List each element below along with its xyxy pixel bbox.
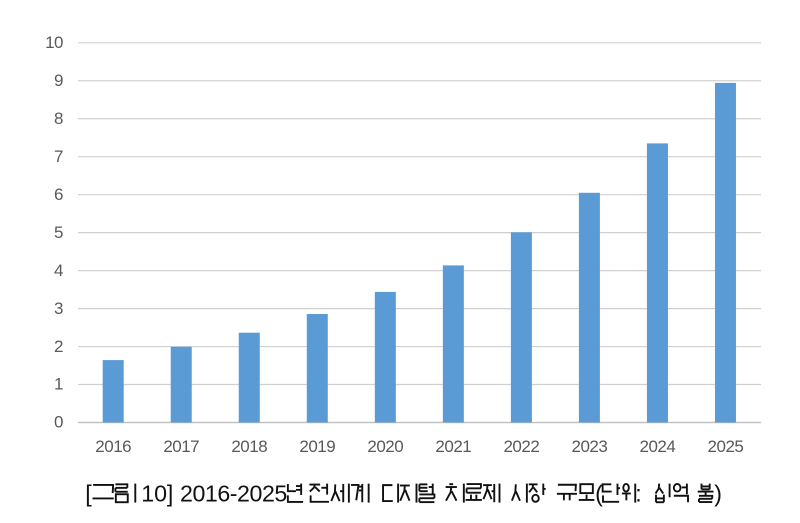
svg-text:2016-2025: 2016-2025: [180, 480, 287, 506]
svg-text:4: 4: [54, 261, 63, 280]
svg-text:9: 9: [54, 71, 63, 90]
svg-text:2020: 2020: [367, 437, 403, 456]
svg-text:1: 1: [54, 375, 63, 394]
svg-text:2: 2: [54, 337, 63, 356]
svg-text:): ): [714, 480, 722, 506]
svg-text:(: (: [595, 480, 603, 506]
svg-text:3: 3: [54, 299, 63, 318]
svg-text:2023: 2023: [571, 437, 607, 456]
svg-text:7: 7: [54, 147, 63, 166]
svg-text:10: 10: [141, 480, 167, 506]
svg-text:]: ]: [167, 480, 173, 506]
svg-text:2017: 2017: [163, 437, 199, 456]
svg-text:2022: 2022: [503, 437, 539, 456]
svg-text:2024: 2024: [640, 437, 676, 456]
svg-text:2019: 2019: [299, 437, 335, 456]
svg-text:10: 10: [45, 33, 63, 52]
svg-text:2016: 2016: [95, 437, 131, 456]
svg-text:2018: 2018: [231, 437, 267, 456]
svg-text:8: 8: [54, 109, 63, 128]
svg-text::: :: [635, 480, 641, 506]
svg-text:6: 6: [54, 185, 63, 204]
svg-text:[: [: [85, 480, 92, 506]
svg-text:0: 0: [54, 413, 63, 432]
svg-text:2025: 2025: [708, 437, 744, 456]
svg-text:2021: 2021: [435, 437, 471, 456]
svg-text:5: 5: [54, 223, 63, 242]
